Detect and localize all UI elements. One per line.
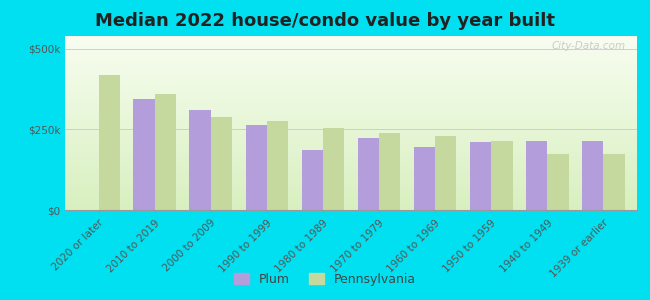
Bar	[603, 154, 625, 210]
Bar	[470, 142, 491, 210]
Bar	[379, 133, 400, 210]
Bar	[582, 141, 603, 210]
Text: Median 2022 house/condo value by year built: Median 2022 house/condo value by year bu…	[95, 12, 555, 30]
Bar	[491, 141, 512, 210]
Bar	[267, 122, 288, 210]
Bar	[302, 150, 323, 210]
Bar	[547, 154, 569, 210]
Bar	[133, 99, 155, 210]
Bar	[323, 128, 345, 210]
Bar	[526, 141, 547, 210]
Bar	[190, 110, 211, 210]
Legend: Plum, Pennsylvania: Plum, Pennsylvania	[229, 268, 421, 291]
Bar	[414, 147, 435, 210]
Bar	[211, 117, 232, 210]
Text: City-Data.com: City-Data.com	[551, 41, 625, 51]
Bar	[155, 94, 176, 210]
Bar	[246, 124, 267, 210]
Bar	[358, 137, 379, 210]
Bar	[435, 136, 456, 210]
Bar	[99, 75, 120, 210]
